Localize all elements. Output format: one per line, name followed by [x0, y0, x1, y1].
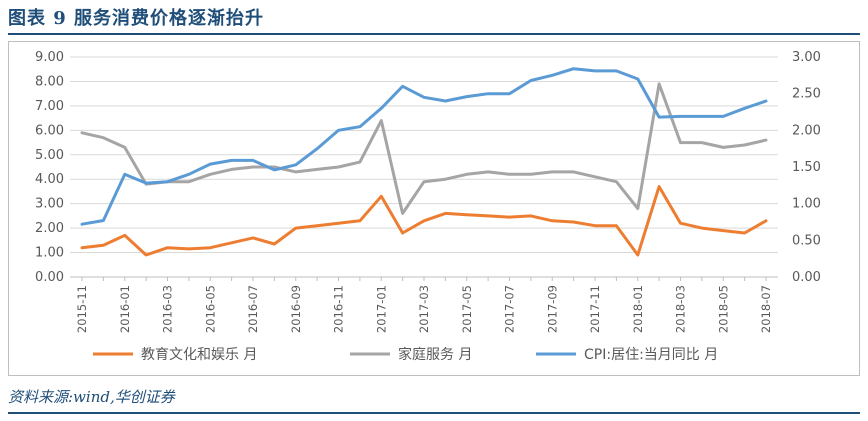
series-lines [80, 67, 768, 257]
legend-label-2: 家庭服务 月 [398, 346, 472, 363]
x-tick-label: 2016-03 [161, 285, 175, 333]
x-axis: 2015-11 2016-01 2016-03 2016-05 2016-07 2016-… [70, 276, 778, 333]
right-y-tick-label: 2.50 [792, 87, 821, 102]
left-y-tick-label: 1.00 [35, 246, 64, 261]
left-y-tick-label: 3.00 [35, 197, 64, 212]
x-tick-label: 2018-01 [631, 285, 645, 333]
x-tick-label: 2017-09 [545, 285, 559, 333]
source-note: 资料来源:wind,华创证券 [8, 388, 175, 406]
right-y-tick-label: 3.00 [792, 50, 821, 65]
x-tick-label: 2017-07 [503, 285, 517, 333]
legend-label-3: CPI:居住:当月同比 月 [584, 347, 718, 363]
series-line-1 [80, 185, 768, 257]
x-tick-label: 2017-11 [588, 285, 602, 333]
gridlines [70, 56, 778, 278]
left-y-tick-label: 5.00 [35, 148, 64, 163]
left-y-tick-label: 2.00 [35, 221, 64, 236]
figure-title: 图表 9 服务消费价格逐渐抬升 [8, 8, 265, 29]
left-y-tick-label: 9.00 [35, 50, 64, 65]
x-tick-label: 2017-01 [374, 285, 388, 333]
legend-label-1: 教育文化和娱乐 月 [141, 347, 257, 363]
left-y-axis: 0.00 1.00 2.00 3.00 4.00 5.00 6.00 7.00 8.00 9.00 [35, 50, 64, 285]
x-tick-label: 2018-03 [674, 285, 688, 333]
series-line-3 [80, 67, 768, 226]
bottom-divider [8, 412, 860, 414]
x-tick-label: 2015-11 [75, 285, 89, 333]
right-y-axis: 0.00 0.50 1.00 1.50 2.00 2.50 3.00 [792, 50, 821, 285]
x-tick-label: 2018-07 [759, 285, 773, 333]
right-y-tick-label: 0.00 [792, 270, 821, 285]
left-y-tick-label: 4.00 [35, 172, 64, 187]
right-y-tick-label: 2.00 [792, 123, 821, 138]
x-tick-label: 2016-11 [332, 285, 346, 333]
x-tick-label: 2017-05 [460, 285, 474, 333]
left-y-tick-label: 0.00 [35, 270, 64, 285]
chart-frame [8, 41, 860, 376]
x-tick-label: 2017-03 [417, 285, 431, 333]
left-y-tick-label: 8.00 [35, 74, 64, 89]
right-y-tick-label: 1.50 [792, 160, 821, 175]
line-chart: 0.00 1.00 2.00 3.00 4.00 5.00 6.00 7.00 8.00 9.00… [35, 50, 821, 363]
title-divider [8, 33, 860, 35]
x-tick-label: 2016-09 [289, 285, 303, 333]
left-y-tick-label: 7.00 [35, 99, 64, 114]
right-y-tick-label: 1.00 [792, 197, 821, 212]
x-tick-label: 2016-07 [246, 285, 260, 333]
right-y-tick-label: 0.50 [792, 233, 821, 248]
x-tick-label: 2018-05 [716, 285, 730, 333]
series-line-2 [80, 82, 768, 215]
left-y-tick-label: 6.00 [35, 123, 64, 138]
x-tick-label: 2016-05 [203, 285, 217, 333]
legend: 教育文化和娱乐 月 家庭服务 月 CPI:居住:当月同比 月 [93, 346, 718, 363]
x-tick-label: 2016-01 [118, 285, 132, 333]
